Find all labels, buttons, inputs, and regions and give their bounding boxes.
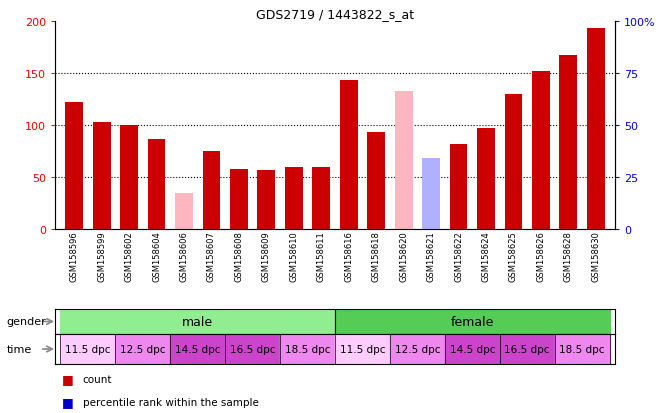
- Text: GDS2719 / 1443822_s_at: GDS2719 / 1443822_s_at: [256, 8, 414, 21]
- Bar: [65, 103, 83, 230]
- Bar: [148, 139, 166, 230]
- Text: male: male: [182, 315, 213, 328]
- Bar: [560, 56, 578, 230]
- Text: 16.5 dpc: 16.5 dpc: [230, 344, 275, 354]
- Text: count: count: [82, 374, 112, 384]
- Text: percentile rank within the sample: percentile rank within the sample: [82, 397, 259, 407]
- Bar: [449, 145, 467, 230]
- Bar: [285, 167, 303, 230]
- Bar: [312, 167, 330, 230]
- Text: 18.5 dpc: 18.5 dpc: [559, 344, 605, 354]
- Bar: [532, 72, 550, 230]
- Text: ■: ■: [61, 395, 73, 408]
- Bar: [257, 170, 275, 230]
- Text: time: time: [7, 344, 32, 354]
- Text: 16.5 dpc: 16.5 dpc: [504, 344, 550, 354]
- Text: ■: ■: [61, 373, 73, 386]
- Text: female: female: [451, 315, 494, 328]
- Bar: [422, 159, 440, 230]
- Bar: [93, 123, 111, 230]
- Bar: [340, 81, 358, 230]
- Bar: [587, 29, 605, 230]
- Bar: [504, 95, 522, 230]
- Text: 14.5 dpc: 14.5 dpc: [175, 344, 220, 354]
- Text: 11.5 dpc: 11.5 dpc: [65, 344, 111, 354]
- Bar: [230, 169, 248, 230]
- Bar: [120, 126, 138, 230]
- Bar: [477, 129, 495, 230]
- Text: 12.5 dpc: 12.5 dpc: [395, 344, 440, 354]
- Bar: [175, 193, 193, 230]
- Text: 18.5 dpc: 18.5 dpc: [285, 344, 330, 354]
- Text: 12.5 dpc: 12.5 dpc: [120, 344, 166, 354]
- Bar: [367, 133, 385, 230]
- Text: 14.5 dpc: 14.5 dpc: [449, 344, 495, 354]
- Bar: [203, 152, 220, 230]
- Text: 11.5 dpc: 11.5 dpc: [340, 344, 385, 354]
- Bar: [395, 91, 412, 230]
- Text: gender: gender: [7, 317, 46, 327]
